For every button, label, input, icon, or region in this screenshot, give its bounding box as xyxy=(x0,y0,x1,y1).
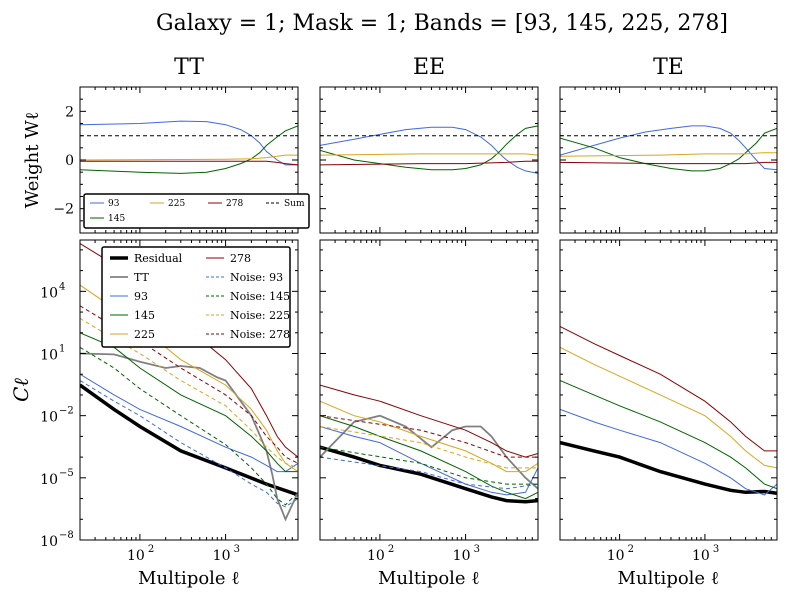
spectra-ee-xtick-label-exp: 2 xyxy=(388,544,394,555)
spectra-tt-series-noise-225 xyxy=(80,317,298,469)
spectra-legend-box xyxy=(101,246,291,348)
spectra-ee-series-278 xyxy=(320,384,538,458)
weights-panel-te: TE xyxy=(559,55,778,234)
spectra-legend-label-tt: TT xyxy=(134,271,150,284)
spectra-legend-label-145: 145 xyxy=(134,309,155,322)
spectra-tt-series-93 xyxy=(80,373,298,473)
weights-legend-label-sum: Sum xyxy=(284,199,305,209)
spectra-legend-label-93: 93 xyxy=(134,290,148,303)
spectra-ytick-label: 10 xyxy=(40,534,58,550)
spectra-legend-label-noise-225: Noise: 225 xyxy=(230,309,290,322)
spectra-ytick-label: 10 xyxy=(40,472,58,488)
spectra-ee-series-noise-225 xyxy=(320,426,538,469)
spectra-te-xtick-label: 10 xyxy=(692,548,710,564)
spectra-tt-series-145 xyxy=(80,332,298,473)
weights-ee-series-278 xyxy=(320,160,538,166)
spectra-ytick-label: 10 xyxy=(40,285,58,301)
spectra-ytick-label-exp: −5 xyxy=(59,468,74,479)
weights-series-group xyxy=(560,125,777,172)
weights-legend-label-93: 93 xyxy=(108,199,120,209)
spectra-ee-series-residual xyxy=(320,445,538,504)
spectra-legend: Residual 278 TT Noise: 93 93 Noise: 145 145 Noi… xyxy=(101,246,291,348)
weights-ytick-label: −2 xyxy=(53,202,74,218)
spectra-te-xtick-label: 10 xyxy=(607,548,625,564)
spectra-te-xtick-label-exp: 3 xyxy=(713,544,719,555)
spectra-tt-series-noise-145 xyxy=(80,346,298,506)
spectra-te-series-145 xyxy=(560,380,777,490)
spectra-legend-label-225: 225 xyxy=(134,328,155,341)
spectra-legend-label-noise-278: Noise: 278 xyxy=(230,328,290,341)
weights-ylabel: Weight Wℓ xyxy=(22,112,43,209)
weights-tt-series-93 xyxy=(80,120,298,166)
spectra-te-series-278 xyxy=(560,326,777,452)
spectra-ee-xtick-label: 10 xyxy=(453,548,471,564)
spectra-tt-series-noise-93 xyxy=(80,380,298,508)
weights-legend-label-145: 145 xyxy=(108,214,125,224)
weights-legend-label-278: 278 xyxy=(226,199,243,209)
spectra-legend-label-residual: Residual xyxy=(134,252,183,265)
spectra-ee-series-225 xyxy=(320,400,538,473)
column-title-te: TE xyxy=(653,55,684,80)
spectra-ytick-label-exp: 4 xyxy=(59,281,65,292)
weights-legend-box xyxy=(83,193,310,229)
spectra-tt-xtick-label-exp: 3 xyxy=(234,544,240,555)
spectra-series-group xyxy=(320,384,538,504)
spectra-ee-xtick-label: 10 xyxy=(367,548,385,564)
weights-te-series-93 xyxy=(560,125,777,171)
spectra-tt-xtick-label-exp: 2 xyxy=(148,544,154,555)
weights-te-series-225 xyxy=(560,152,777,157)
weights-panel-tt: TT −2 0 2 xyxy=(53,55,299,234)
spectra-ytick-label-exp: −2 xyxy=(59,406,74,417)
weights-series-group xyxy=(320,125,538,174)
weights-legend-label-225: 225 xyxy=(168,199,185,209)
weights-panel-ee: EE xyxy=(319,55,539,234)
spectra-legend-label-noise-145: Noise: 145 xyxy=(230,290,290,303)
column-title-ee: EE xyxy=(413,55,445,80)
spectra-ee-series-145 xyxy=(320,415,538,500)
spectra-ytick-label: 10 xyxy=(40,347,58,363)
spectra-ytick-label-exp: 1 xyxy=(59,343,65,354)
weights-te-series-278 xyxy=(560,161,777,165)
spectra-ee-series-noise-145 xyxy=(320,446,538,485)
spectra-ee-series-noise-93 xyxy=(320,456,538,490)
weights-ytick-label: 2 xyxy=(65,104,74,120)
weights-te-series-145 xyxy=(560,127,777,172)
spectra-te-series-225 xyxy=(560,346,777,469)
spectra-te-series-residual xyxy=(560,440,777,496)
spectra-frame xyxy=(559,239,778,541)
figure-suptitle: Galaxy = 1; Mask = 1; Bands = [93, 145, … xyxy=(156,11,728,36)
spectra-legend-label-278: 278 xyxy=(230,252,251,265)
spectra-ee-xtick-label-exp: 3 xyxy=(474,544,480,555)
weights-ytick-label: 0 xyxy=(65,153,74,169)
spectra-xlabel-ee: Multipole ℓ xyxy=(378,568,480,589)
spectra-ylabel: Cℓ xyxy=(9,378,33,402)
weights-tt-series-278 xyxy=(80,160,298,166)
spectra-xlabel-te: Multipole ℓ xyxy=(618,568,720,589)
spectra-series-group xyxy=(560,326,777,496)
weights-series-group xyxy=(80,120,298,174)
spectra-te-series-93 xyxy=(560,408,777,496)
spectra-ee-series-noise-278 xyxy=(320,415,538,458)
spectra-ytick-label: 10 xyxy=(40,410,58,426)
spectra-legend-label-noise-93: Noise: 93 xyxy=(230,271,283,284)
spectra-xlabel-tt: Multipole ℓ xyxy=(138,568,240,589)
spectra-tt-series-tt xyxy=(80,352,298,522)
spectra-frame xyxy=(319,239,539,541)
weights-legend: 93 225 278 Sum 145 xyxy=(83,193,310,229)
column-title-tt: TT xyxy=(174,55,204,80)
spectra-tt-xtick-label: 10 xyxy=(213,548,231,564)
spectra-te-xtick-label-exp: 2 xyxy=(628,544,634,555)
weights-ee-series-225 xyxy=(320,153,538,156)
weights-ee-series-93 xyxy=(320,126,538,174)
weights-tt-series-225 xyxy=(80,154,298,161)
spectra-frame xyxy=(79,239,299,541)
spectra-ytick-label-exp: −8 xyxy=(59,530,74,541)
spectra-tt-xtick-label: 10 xyxy=(127,548,145,564)
